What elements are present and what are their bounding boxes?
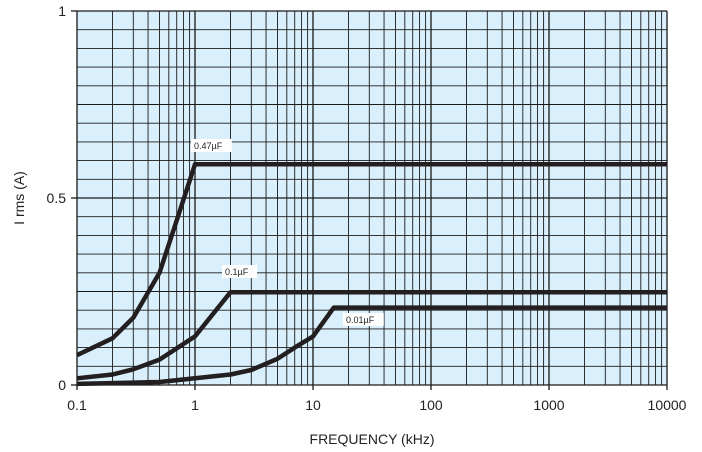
y-tick-label: 0 bbox=[58, 377, 66, 393]
series-label-background bbox=[191, 139, 232, 152]
series-label: 0.47µF bbox=[194, 141, 223, 151]
x-tick-label: 10000 bbox=[648, 397, 687, 413]
series-label-background bbox=[222, 265, 257, 278]
curve-labels: 0.47µF 0.1µF 0.01µF bbox=[191, 139, 384, 326]
x-tick-label: 1 bbox=[191, 397, 199, 413]
y-tick-label: 0.5 bbox=[47, 190, 67, 206]
y-tick-label: 1 bbox=[58, 3, 66, 19]
series-label: 0.1µF bbox=[225, 267, 249, 277]
x-axis-title: FREQUENCY (kHz) bbox=[310, 431, 435, 447]
series-line bbox=[76, 305, 667, 387]
x-tick-label: 0.1 bbox=[67, 397, 87, 413]
curves bbox=[76, 162, 667, 387]
series-label: 0.01µF bbox=[346, 315, 375, 325]
x-tick-label: 10 bbox=[305, 397, 321, 413]
y-tick-labels: 00.51 bbox=[47, 3, 67, 393]
x-tick-labels: 0.1 1 10 100 1000 10000 bbox=[67, 397, 686, 413]
series-label-background bbox=[343, 313, 384, 326]
x-tick-label: 100 bbox=[419, 397, 443, 413]
y-axis-title: I rms (A) bbox=[11, 171, 27, 225]
x-tick-label: 1000 bbox=[533, 397, 564, 413]
series-line bbox=[76, 162, 667, 358]
series-line bbox=[76, 289, 667, 381]
